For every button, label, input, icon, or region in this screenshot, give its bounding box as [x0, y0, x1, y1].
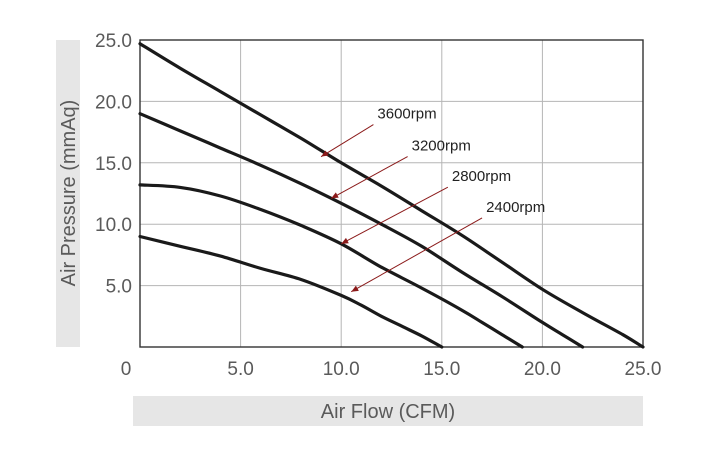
x-tick-label: 25.0: [625, 359, 662, 380]
annotation-leader-2800rpm: [340, 186, 449, 245]
y-axis-title: Air Pressure (mmAq): [58, 100, 80, 287]
annotation-leader-2400rpm: [351, 217, 483, 293]
x-tick-label: 20.0: [524, 359, 561, 380]
x-tick-label: 15.0: [423, 359, 460, 380]
annotation-arrowhead-2400rpm: [351, 285, 359, 292]
y-tick-label: 5.0: [106, 277, 132, 298]
series-line-2800rpm: [138, 183, 524, 349]
x-tick-label: 0: [121, 359, 132, 380]
annotation-arrowhead-3200rpm: [331, 192, 339, 199]
rpm-annotations: 3600rpm 3200rpm 2800rpm 2400rpm: [320, 106, 545, 293]
fan-curves: [138, 42, 645, 349]
x-tick-labels: 0 5.0 10.0 15.0 20.0 25.0: [121, 359, 662, 380]
y-tick-label: 15.0: [95, 154, 132, 175]
grid-lines: [140, 40, 643, 347]
y-axis-label-band: [56, 40, 80, 347]
series-line-3600rpm: [138, 42, 645, 349]
plot-frame: [139, 39, 644, 348]
annotation-arrowhead-3600rpm: [321, 150, 329, 157]
x-tick-label: 5.0: [227, 359, 253, 380]
annotation-label-2400rpm: 2400rpm: [486, 199, 545, 216]
series-line-2400rpm: [138, 234, 444, 349]
y-tick-labels: 5.0 10.0 15.0 20.0 25.0: [95, 31, 132, 298]
y-tick-label: 10.0: [95, 215, 132, 236]
annotation-leader-3200rpm: [330, 156, 408, 199]
annotation-label-2800rpm: 2800rpm: [452, 168, 511, 185]
x-axis-title: Air Flow (CFM): [321, 401, 455, 423]
annotation-leader-3600rpm: [320, 124, 374, 158]
x-axis-label-band: [133, 396, 643, 426]
annotation-label-3600rpm: 3600rpm: [377, 106, 436, 123]
annotation-arrowhead-2800rpm: [341, 237, 349, 244]
series-line-3200rpm: [138, 112, 585, 349]
x-tick-label: 10.0: [323, 359, 360, 380]
annotation-label-3200rpm: 3200rpm: [412, 138, 471, 155]
y-tick-label: 20.0: [95, 92, 132, 113]
y-tick-label: 25.0: [95, 31, 132, 52]
